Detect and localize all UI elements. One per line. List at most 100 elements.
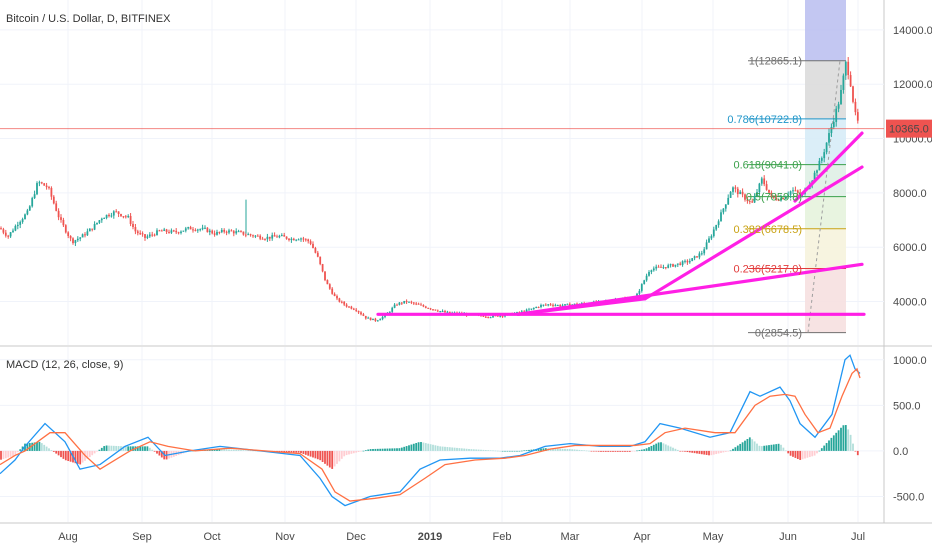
candle-body[interactable]	[218, 231, 221, 233]
candle-body[interactable]	[326, 280, 329, 285]
trendlines[interactable]	[376, 131, 866, 316]
candle-body[interactable]	[40, 182, 43, 184]
candle-body[interactable]	[38, 182, 41, 184]
trendline[interactable]	[793, 131, 864, 203]
candle-body[interactable]	[124, 216, 127, 218]
candle-body[interactable]	[556, 305, 559, 307]
candle-body[interactable]	[244, 234, 247, 236]
candle-body[interactable]	[777, 199, 780, 201]
candle-body[interactable]	[388, 311, 391, 314]
candle-body[interactable]	[108, 214, 110, 217]
candle-body[interactable]	[643, 280, 646, 285]
candle-body[interactable]	[148, 234, 151, 237]
candle-body[interactable]	[549, 304, 552, 306]
candle-body[interactable]	[316, 252, 319, 257]
candle-body[interactable]	[681, 261, 684, 265]
price-pane[interactable]: 1(12865.1) 0.786(10722.8) 0.618(9041.0) 0.5…	[0, 0, 932, 524]
candle-body[interactable]	[566, 303, 569, 305]
candle-body[interactable]	[825, 142, 828, 153]
candle-body[interactable]	[676, 263, 679, 265]
candle-body[interactable]	[760, 178, 763, 184]
candle-body[interactable]	[698, 253, 701, 258]
candle-body[interactable]	[775, 197, 778, 200]
candle-body[interactable]	[93, 224, 96, 230]
candle-body[interactable]	[225, 231, 228, 233]
candle-body[interactable]	[722, 208, 725, 213]
candle-body[interactable]	[256, 235, 259, 237]
candle-body[interactable]	[492, 315, 494, 318]
candle-body[interactable]	[403, 300, 406, 304]
candle-body[interactable]	[307, 239, 310, 242]
candle-body[interactable]	[21, 219, 24, 222]
candle-body[interactable]	[748, 201, 751, 203]
candle-body[interactable]	[117, 211, 120, 215]
candle-body[interactable]	[758, 183, 761, 193]
candle-body[interactable]	[381, 316, 384, 320]
candle-body[interactable]	[139, 233, 142, 235]
candle-body[interactable]	[837, 104, 840, 109]
candle-body[interactable]	[525, 309, 528, 313]
candle-body[interactable]	[43, 183, 46, 186]
candle-body[interactable]	[52, 196, 55, 204]
candle-body[interactable]	[787, 194, 790, 197]
candle-body[interactable]	[300, 238, 302, 240]
candle-body[interactable]	[391, 307, 394, 312]
candle-body[interactable]	[379, 319, 382, 321]
candle-body[interactable]	[331, 288, 334, 294]
candle-body[interactable]	[36, 183, 38, 195]
candle-body[interactable]	[283, 235, 286, 237]
candle-body[interactable]	[840, 89, 842, 105]
candle-body[interactable]	[175, 230, 178, 233]
candle-body[interactable]	[28, 206, 31, 211]
candle-body[interactable]	[844, 61, 847, 76]
candle-body[interactable]	[266, 236, 269, 240]
candle-body[interactable]	[554, 305, 557, 307]
candle-body[interactable]	[696, 256, 698, 258]
candle-body[interactable]	[336, 296, 338, 299]
candle-body[interactable]	[724, 204, 727, 209]
candle-body[interactable]	[657, 266, 660, 268]
candle-body[interactable]	[163, 229, 166, 231]
candle-body[interactable]	[62, 219, 65, 226]
candle-body[interactable]	[232, 231, 235, 234]
candle-body[interactable]	[48, 187, 50, 189]
candle-body[interactable]	[132, 223, 134, 228]
candle-body[interactable]	[535, 307, 538, 309]
candle-body[interactable]	[746, 199, 749, 202]
candle-body[interactable]	[751, 201, 754, 203]
candle-body[interactable]	[393, 304, 396, 308]
candle-body[interactable]	[739, 191, 742, 195]
candle-body[interactable]	[660, 266, 662, 268]
candle-body[interactable]	[273, 235, 276, 237]
candle-body[interactable]	[564, 304, 566, 306]
candle-body[interactable]	[705, 242, 708, 250]
candle-body[interactable]	[732, 187, 734, 192]
candle-body[interactable]	[482, 315, 485, 317]
candle-body[interactable]	[134, 227, 137, 232]
candle-body[interactable]	[672, 264, 674, 267]
candle-body[interactable]	[242, 231, 245, 235]
candle-body[interactable]	[0, 228, 2, 230]
candle-body[interactable]	[206, 227, 209, 233]
candle-body[interactable]	[348, 306, 350, 308]
candle-body[interactable]	[729, 191, 732, 198]
candle-body[interactable]	[127, 215, 130, 217]
candle-body[interactable]	[741, 191, 744, 195]
candle-body[interactable]	[79, 237, 82, 239]
candle-body[interactable]	[350, 306, 353, 309]
candle-body[interactable]	[26, 210, 29, 215]
candle-body[interactable]	[172, 230, 175, 232]
candle-body[interactable]	[314, 248, 317, 253]
candle-body[interactable]	[189, 227, 192, 230]
last-price-badge[interactable]	[886, 119, 932, 138]
macd-pane[interactable]: -500.0 0.0 500.0 1000.0 MACD (12, 26, close…	[0, 347, 927, 522]
candle-body[interactable]	[216, 231, 218, 235]
candle-body[interactable]	[340, 301, 343, 303]
candle-body[interactable]	[784, 196, 787, 200]
candle-body[interactable]	[122, 216, 125, 218]
candle-body[interactable]	[412, 302, 415, 304]
candle-body[interactable]	[780, 198, 782, 201]
candle-body[interactable]	[110, 215, 113, 217]
candle-body[interactable]	[220, 229, 223, 233]
